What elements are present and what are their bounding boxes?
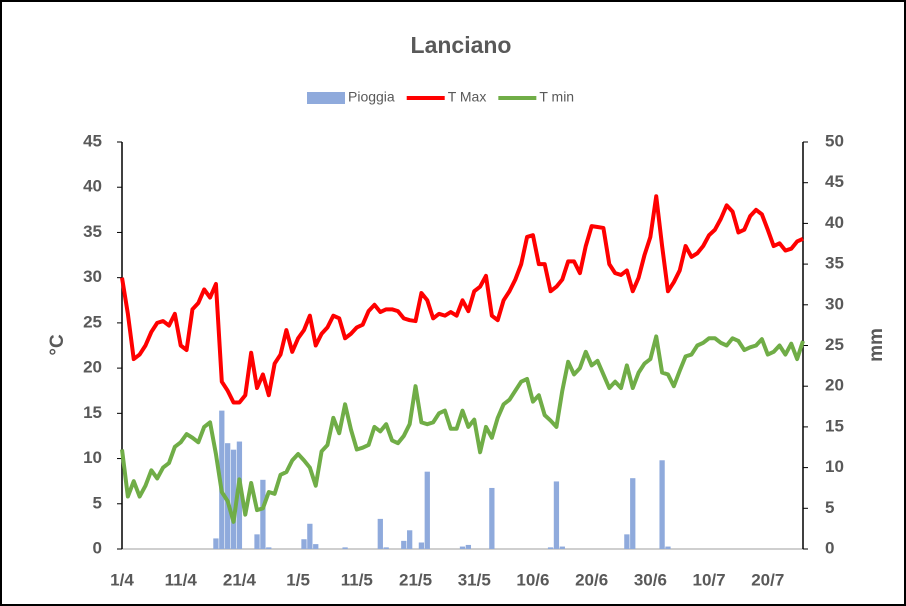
bar bbox=[377, 518, 383, 549]
bar bbox=[225, 443, 231, 549]
x-tick-label: 1/5 bbox=[286, 570, 310, 589]
legend-label: T min bbox=[539, 89, 574, 105]
y-tick-label: 40 bbox=[83, 177, 102, 196]
y2-tick-label: 25 bbox=[825, 335, 844, 354]
bar bbox=[266, 547, 272, 549]
bar bbox=[383, 547, 389, 549]
line bbox=[120, 334, 805, 524]
y-tick-label: 35 bbox=[83, 222, 102, 241]
bar bbox=[301, 539, 307, 549]
bar bbox=[624, 534, 630, 549]
bar bbox=[254, 534, 260, 549]
y-tick-label: 10 bbox=[83, 448, 102, 467]
y2-tick-label: 15 bbox=[825, 416, 844, 435]
bar bbox=[313, 544, 319, 549]
bar bbox=[465, 544, 472, 549]
bar bbox=[307, 523, 313, 549]
y2-axis-label: mm bbox=[866, 328, 887, 362]
chart-title: Lanciano bbox=[411, 32, 512, 58]
bar bbox=[659, 460, 665, 549]
bar bbox=[418, 542, 425, 549]
x-tick-label: 20/7 bbox=[751, 570, 784, 589]
y2-tick-label: 45 bbox=[825, 172, 844, 191]
y-tick-label: 25 bbox=[83, 312, 102, 331]
x-tick-label: 21/4 bbox=[223, 570, 257, 589]
bar bbox=[401, 540, 407, 549]
y-tick-label: 5 bbox=[93, 493, 102, 512]
x-tick-label: 30/6 bbox=[634, 570, 667, 589]
y2-tick-label: 5 bbox=[825, 498, 834, 517]
legend-swatch bbox=[307, 92, 345, 104]
y2-tick-label: 10 bbox=[825, 457, 844, 476]
x-tick-label: 1/4 bbox=[110, 570, 134, 589]
x-tick-label: 31/5 bbox=[458, 570, 491, 589]
bar bbox=[424, 471, 430, 549]
y2-tick-label: 35 bbox=[825, 254, 844, 273]
y-tick-label: 0 bbox=[93, 538, 102, 557]
y-tick-label: 45 bbox=[83, 131, 102, 150]
x-tick-label: 11/5 bbox=[341, 570, 373, 589]
bar bbox=[230, 449, 237, 549]
legend-label: T Max bbox=[448, 89, 487, 105]
bar bbox=[407, 530, 413, 549]
x-tick-label: 10/7 bbox=[693, 570, 726, 589]
y2-tick-label: 50 bbox=[825, 131, 844, 150]
x-tick-label: 10/6 bbox=[516, 570, 549, 589]
bar bbox=[630, 478, 636, 549]
bar bbox=[213, 538, 219, 549]
x-tick-label: 21/5 bbox=[399, 570, 432, 589]
legend-label: Pioggia bbox=[348, 89, 395, 105]
bar bbox=[665, 546, 671, 549]
bar bbox=[236, 441, 243, 549]
y-tick-label: 15 bbox=[83, 403, 102, 422]
bar bbox=[547, 547, 554, 549]
bar bbox=[553, 481, 560, 549]
y2-tick-label: 40 bbox=[825, 213, 844, 232]
x-tick-label: 11/4 bbox=[165, 570, 198, 589]
bar bbox=[489, 487, 495, 549]
line bbox=[120, 194, 804, 405]
y-tick-label: 30 bbox=[83, 267, 102, 286]
bar bbox=[459, 546, 466, 549]
bar bbox=[260, 479, 266, 549]
y2-tick-label: 30 bbox=[825, 294, 844, 313]
y-axis-label: °C bbox=[47, 334, 68, 356]
x-tick-label: 20/6 bbox=[575, 570, 608, 589]
y2-tick-label: 20 bbox=[825, 376, 844, 395]
bar bbox=[342, 547, 348, 549]
y2-tick-label: 0 bbox=[825, 538, 834, 557]
y-tick-label: 20 bbox=[83, 358, 102, 377]
bar bbox=[559, 546, 565, 549]
